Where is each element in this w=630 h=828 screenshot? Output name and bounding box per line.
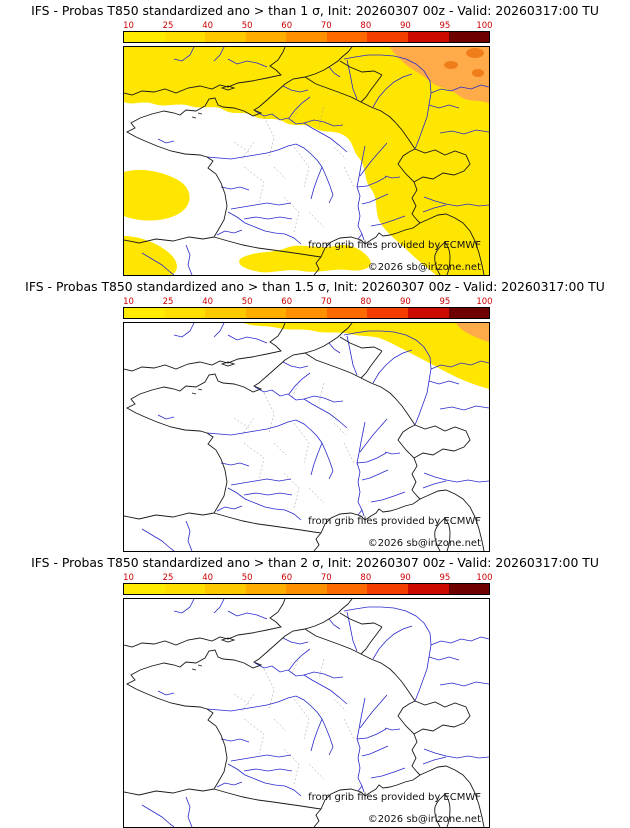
colorbar-bar (123, 583, 490, 595)
colorbar-tick: 10 (123, 21, 134, 31)
colorbar-tick: 80 (360, 573, 372, 583)
colorbar-segment (407, 32, 449, 42)
colorbar: 10 25 40 50 60 70 80 90 95 100 (123, 21, 493, 43)
colorbar-segment (286, 32, 327, 42)
probability-map (124, 47, 489, 275)
panel-sigma-1: IFS - Probas T850 standardized ano > tha… (0, 0, 630, 276)
colorbar-segment (326, 32, 368, 42)
panel-sigma-2: IFS - Probas T850 standardized ano > tha… (0, 552, 630, 828)
colorbar-tick: 95 (439, 297, 451, 307)
colorbar-segment (205, 308, 246, 318)
probability-map (124, 323, 489, 551)
colorbar-segment (407, 308, 449, 318)
colorbar-tick: 25 (162, 297, 174, 307)
watermark-copyright: ©2026 sb@irizone.net (367, 814, 481, 825)
colorbar-tick: 50 (241, 573, 253, 583)
colorbar-segment (164, 308, 206, 318)
probability-overlays (244, 323, 489, 389)
colorbar-ticks: 10 25 40 50 60 70 80 90 95 100 (123, 21, 493, 31)
colorbar-bar (123, 307, 490, 319)
watermark-provider: from grib files provided by ECMWF (308, 516, 481, 527)
colorbar-tick: 40 (202, 573, 214, 583)
colorbar-tick: 10 (123, 297, 134, 307)
panel-sigma-1-5: IFS - Probas T850 standardized ano > tha… (0, 276, 630, 552)
prob-10-25-west-atlantic (124, 169, 190, 221)
colorbar-segment (286, 584, 327, 594)
colorbar-tick: 90 (399, 297, 411, 307)
prob-10-25-north-east (124, 47, 489, 275)
colorbar-segment (367, 32, 408, 42)
prob-40-60-spots-northeast (444, 48, 484, 77)
colorbar-segment (367, 584, 408, 594)
colorbar-tick: 80 (360, 297, 372, 307)
colorbar-segment (124, 308, 165, 318)
colorbar-segment (245, 308, 287, 318)
colorbar-segment (245, 32, 287, 42)
prob-10-25-mediterranean (239, 244, 371, 273)
colorbar-segment (448, 32, 490, 42)
colorbar-tick: 70 (320, 21, 332, 31)
colorbar-segment (124, 32, 165, 42)
colorbar-tick: 100 (476, 297, 493, 307)
colorbar-tick: 90 (399, 21, 411, 31)
colorbar: 10 25 40 50 60 70 80 90 95 100 (123, 573, 493, 595)
prob-10-25-north-band (244, 323, 489, 389)
colorbar-tick: 60 (281, 573, 293, 583)
panel-title: IFS - Probas T850 standardized ano > tha… (31, 3, 599, 18)
panel-title: IFS - Probas T850 standardized ano > tha… (25, 279, 605, 294)
colorbar-segment (164, 584, 206, 594)
prob-10-25-southwest (124, 236, 177, 275)
colorbar-segment (448, 584, 490, 594)
prob-25-40-northeast-corner (456, 323, 489, 342)
watermark-copyright: ©2026 sb@irizone.net (367, 262, 481, 273)
colorbar-tick: 40 (202, 21, 214, 31)
colorbar-segment (448, 308, 490, 318)
watermark-copyright: ©2026 sb@irizone.net (367, 538, 481, 549)
colorbar-tick: 40 (202, 297, 214, 307)
colorbar-tick: 25 (162, 21, 174, 31)
colorbar-tick: 25 (162, 573, 174, 583)
colorbar-tick: 100 (476, 21, 493, 31)
colorbar-tick: 60 (281, 21, 293, 31)
watermark-provider: from grib files provided by ECMWF (308, 792, 481, 803)
map-frame: from grib files provided by ECMWF ©2026 … (123, 46, 490, 276)
colorbar-tick: 80 (360, 21, 372, 31)
colorbar-tick: 90 (399, 573, 411, 583)
map-frame: from grib files provided by ECMWF ©2026 … (123, 598, 490, 828)
colorbar-ticks: 10 25 40 50 60 70 80 90 95 100 (123, 297, 493, 307)
colorbar-tick: 100 (476, 573, 493, 583)
prob-25-40-northeast (390, 47, 489, 103)
colorbar: 10 25 40 50 60 70 80 90 95 100 (123, 297, 493, 319)
panel-title: IFS - Probas T850 standardized ano > tha… (31, 555, 599, 570)
map-frame: from grib files provided by ECMWF ©2026 … (123, 322, 490, 552)
colorbar-segment (326, 308, 368, 318)
colorbar-segment (407, 584, 449, 594)
colorbar-bar (123, 31, 490, 43)
colorbar-tick: 70 (320, 297, 332, 307)
colorbar-segment (164, 32, 206, 42)
colorbar-segment (367, 308, 408, 318)
colorbar-tick: 10 (123, 573, 134, 583)
colorbar-tick: 95 (439, 21, 451, 31)
colorbar-tick: 50 (241, 297, 253, 307)
colorbar-tick: 50 (241, 21, 253, 31)
colorbar-segment (245, 584, 287, 594)
colorbar-tick: 95 (439, 573, 451, 583)
colorbar-segment (124, 584, 165, 594)
colorbar-ticks: 10 25 40 50 60 70 80 90 95 100 (123, 573, 493, 583)
colorbar-segment (205, 32, 246, 42)
colorbar-segment (326, 584, 368, 594)
watermark-provider: from grib files provided by ECMWF (308, 240, 481, 251)
colorbar-tick: 70 (320, 573, 332, 583)
colorbar-tick: 60 (281, 297, 293, 307)
probability-overlays (124, 47, 489, 275)
colorbar-segment (205, 584, 246, 594)
colorbar-segment (286, 308, 327, 318)
